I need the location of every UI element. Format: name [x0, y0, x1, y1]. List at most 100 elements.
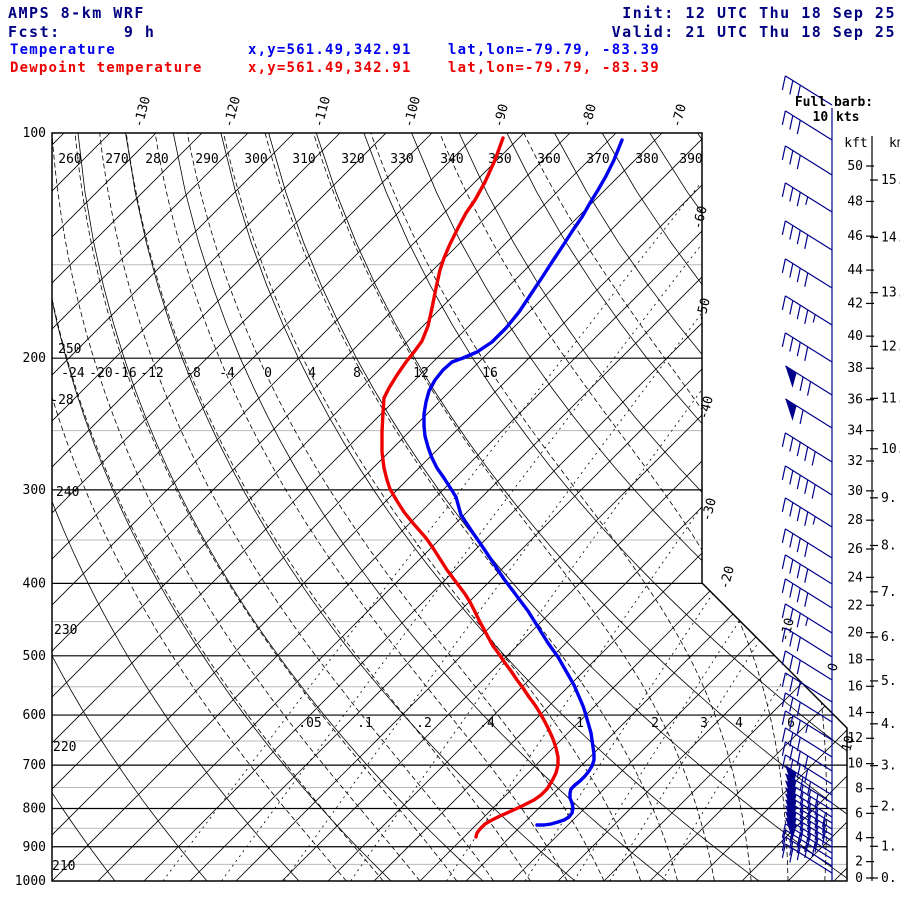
svg-text:.05: .05 [298, 716, 321, 731]
dewpoint-curve [380, 136, 560, 839]
svg-text:250: 250 [58, 342, 81, 357]
svg-text:600: 600 [23, 708, 46, 723]
temperature-curve [422, 138, 624, 827]
svg-text:12: 12 [847, 731, 863, 746]
svg-text:-70: -70 [669, 102, 690, 129]
svg-text:310: 310 [292, 152, 315, 167]
svg-text:8: 8 [353, 366, 361, 381]
svg-text:26: 26 [847, 542, 863, 557]
svg-text:0: 0 [825, 662, 842, 673]
svg-text:0: 0 [264, 366, 272, 381]
svg-text:2: 2 [855, 855, 863, 870]
svg-text:18: 18 [847, 653, 863, 668]
svg-text:1000: 1000 [15, 874, 46, 889]
svg-text:-100: -100 [401, 95, 424, 129]
svg-text:700: 700 [23, 758, 46, 773]
svg-text:230: 230 [54, 623, 77, 638]
plot-border [51, 132, 848, 882]
svg-text:km: km [889, 136, 900, 151]
svg-text:280: 280 [145, 152, 168, 167]
forecast-hour: Fcst: 9 h [8, 23, 156, 41]
svg-text:260: 260 [58, 152, 81, 167]
svg-text:4: 4 [735, 716, 743, 731]
svg-text:-50: -50 [693, 296, 714, 323]
legend-temperature-label: Temperature [10, 42, 116, 58]
valid-time: Valid: 21 UTC Thu 18 Sep 25 [611, 23, 896, 41]
svg-text:10: 10 [839, 734, 858, 753]
svg-text:320: 320 [341, 152, 364, 167]
svg-text:8.: 8. [881, 538, 897, 553]
svg-text:8: 8 [855, 782, 863, 797]
svg-text:46: 46 [847, 229, 863, 244]
svg-text:1: 1 [576, 716, 584, 731]
svg-text:14.: 14. [881, 230, 900, 245]
svg-text:300: 300 [244, 152, 267, 167]
svg-text:1.: 1. [881, 839, 897, 854]
svg-text:20: 20 [847, 626, 863, 641]
svg-text:3: 3 [700, 716, 708, 731]
svg-text:900: 900 [23, 840, 46, 855]
svg-text:15.: 15. [881, 173, 900, 188]
legend-temperature-xy: x,y=561.49,342.91 [248, 42, 412, 58]
svg-text:42: 42 [847, 296, 863, 311]
svg-text:220: 220 [53, 740, 76, 755]
svg-text:300: 300 [23, 483, 46, 498]
svg-text:370: 370 [586, 152, 609, 167]
svg-text:Full barb:: Full barb: [795, 95, 873, 110]
svg-text:30: 30 [847, 484, 863, 499]
svg-text:-30: -30 [699, 496, 720, 523]
svg-text:360: 360 [537, 152, 560, 167]
svg-text:32: 32 [847, 454, 863, 469]
legend-dewpoint-latlon: lat,lon=-79.79, -83.39 [448, 60, 660, 76]
svg-text:7.: 7. [881, 585, 897, 600]
svg-text:380: 380 [635, 152, 658, 167]
svg-text:16: 16 [847, 679, 863, 694]
wind-barb-column [781, 75, 833, 881]
svg-text:.2: .2 [416, 716, 432, 731]
svg-text:330: 330 [390, 152, 413, 167]
svg-text:-24: -24 [61, 366, 85, 381]
svg-text:11.: 11. [881, 391, 900, 406]
svg-text:-4: -4 [219, 366, 235, 381]
svg-text:34: 34 [847, 424, 863, 439]
svg-text:390: 390 [679, 152, 702, 167]
svg-text:48: 48 [847, 194, 863, 209]
svg-text:6: 6 [855, 806, 863, 821]
svg-text:400: 400 [23, 576, 46, 591]
svg-text:210: 210 [52, 859, 75, 874]
svg-text:28: 28 [847, 513, 863, 528]
svg-text:2: 2 [651, 716, 659, 731]
svg-text:-28: -28 [50, 393, 73, 408]
svg-text:kft: kft [844, 136, 867, 151]
svg-text:14: 14 [847, 705, 863, 720]
svg-text:-20: -20 [717, 564, 738, 591]
svg-text:200: 200 [23, 351, 46, 366]
full-barb-caption: Full barb:10 kts [795, 95, 873, 125]
svg-text:800: 800 [23, 802, 46, 817]
svg-text:24: 24 [847, 570, 863, 585]
svg-text:12.: 12. [881, 339, 900, 354]
svg-text:10: 10 [847, 757, 863, 772]
height-axes: kftkm02468101214161820222426283032343638… [844, 136, 900, 886]
svg-text:0.: 0. [881, 871, 897, 886]
svg-text:500: 500 [23, 649, 46, 664]
svg-text:40: 40 [847, 329, 863, 344]
svg-text:44: 44 [847, 263, 863, 278]
svg-text:100: 100 [23, 126, 46, 141]
svg-text:3.: 3. [881, 759, 897, 774]
svg-text:-12: -12 [140, 366, 163, 381]
svg-text:12: 12 [413, 366, 429, 381]
svg-text:4.: 4. [881, 717, 897, 732]
svg-text:-60: -60 [690, 204, 711, 231]
svg-text:16: 16 [482, 366, 498, 381]
svg-text:10 kts: 10 kts [813, 110, 860, 125]
svg-text:22: 22 [847, 598, 863, 613]
svg-text:10.: 10. [881, 442, 900, 457]
svg-text:4: 4 [855, 831, 863, 846]
svg-text:4: 4 [308, 366, 316, 381]
svg-text:9.: 9. [881, 491, 897, 506]
svg-text:-130: -130 [131, 95, 154, 129]
